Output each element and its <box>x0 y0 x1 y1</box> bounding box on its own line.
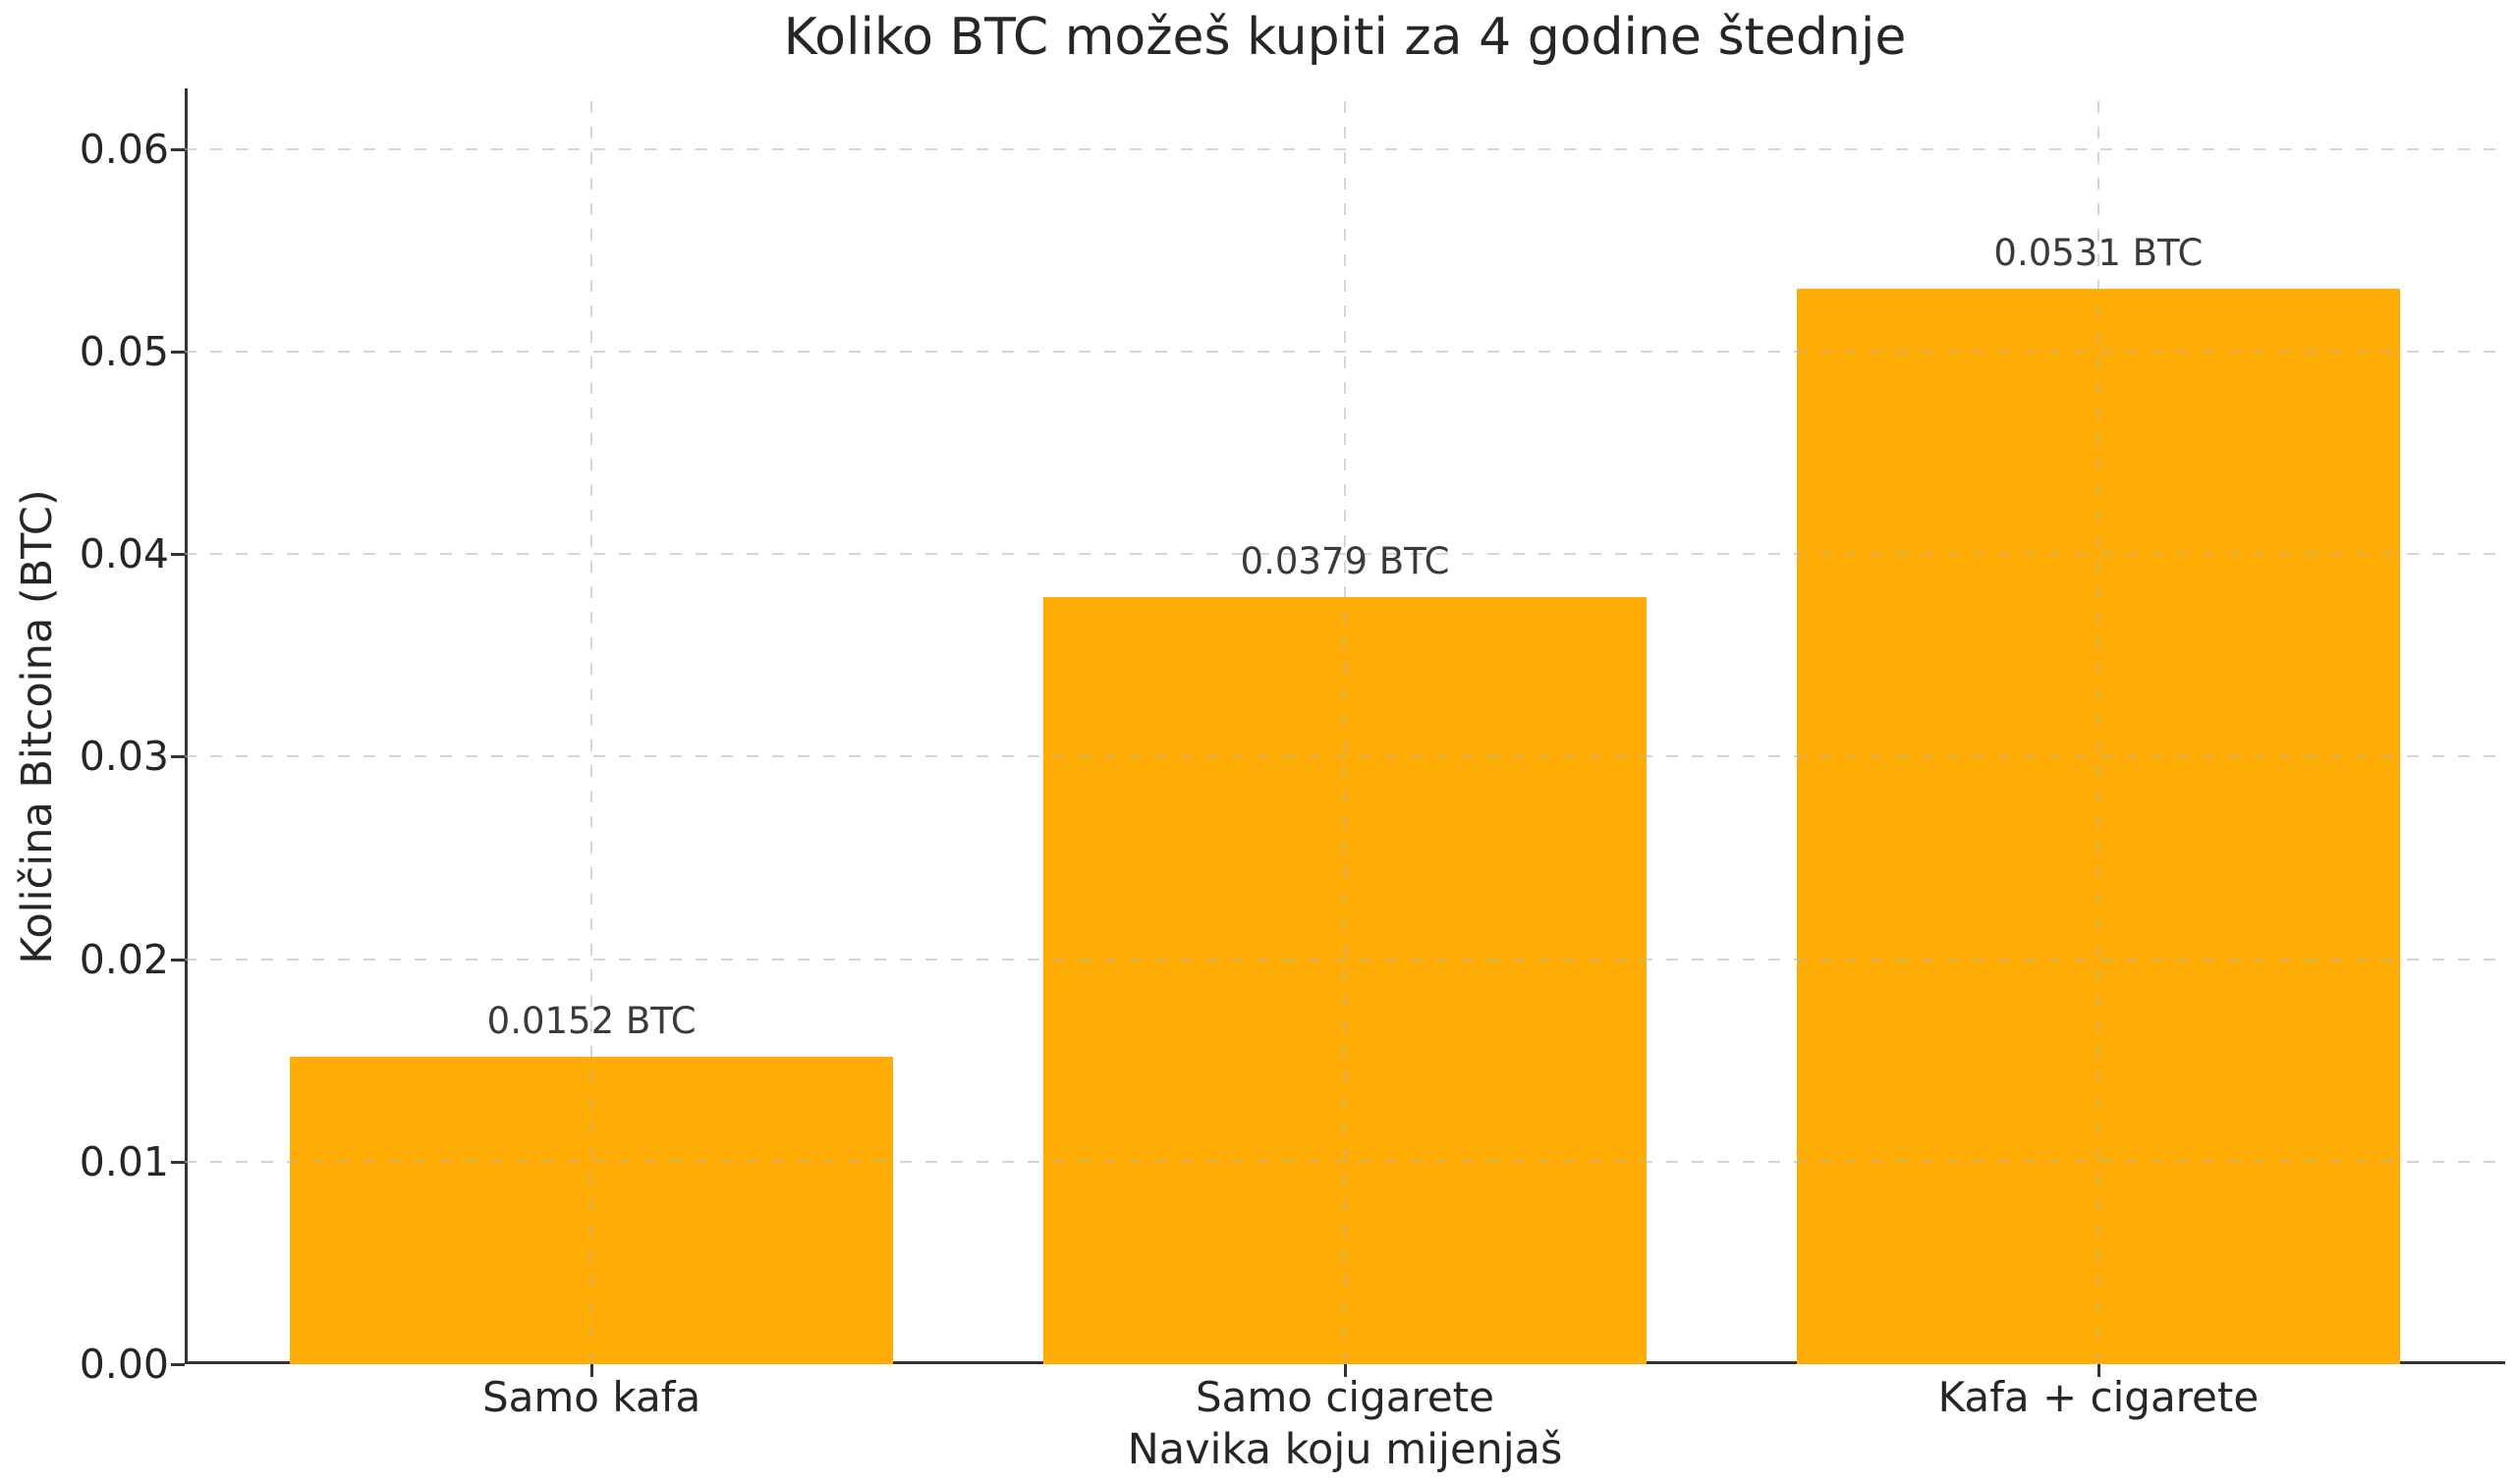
bar-value-label: 0.0379 BTC <box>1240 539 1450 582</box>
x-tick-label: Samo kafa <box>482 1373 701 1421</box>
x-tick-mark <box>590 1364 594 1377</box>
bar-value-label: 0.0531 BTC <box>1993 232 2204 275</box>
y-tick-label: 0.02 <box>79 935 169 983</box>
x-tick-label: Samo cigarete <box>1195 1373 1494 1421</box>
y-tick-label: 0.05 <box>79 328 169 376</box>
y-tick-label: 0.03 <box>79 733 169 781</box>
x-axis-label: Navika koju mijenjaš <box>1127 1425 1563 1474</box>
y-tick-label: 0.06 <box>79 125 169 173</box>
x-tick-label: Kafa + cigarete <box>1937 1373 2260 1421</box>
v-gridline <box>590 88 593 1364</box>
y-tick-mark <box>171 147 185 151</box>
y-tick-mark <box>171 1363 185 1366</box>
y-tick-mark <box>171 1160 185 1164</box>
y-tick-label: 0.00 <box>79 1341 169 1388</box>
x-tick-mark <box>1344 1364 1347 1377</box>
x-tick-mark <box>2096 1364 2100 1377</box>
y-tick-mark <box>171 958 185 962</box>
bar-value-label: 0.0152 BTC <box>486 999 697 1042</box>
y-tick-label: 0.04 <box>79 530 169 578</box>
y-tick-mark <box>171 351 185 355</box>
y-tick-mark <box>171 553 185 557</box>
y-tick-label: 0.01 <box>79 1137 169 1185</box>
v-gridline <box>1344 88 1346 1364</box>
chart-title: Koliko BTC možeš kupiti za 4 godine šted… <box>783 8 1907 67</box>
y-tick-mark <box>171 755 185 759</box>
v-gridline <box>2096 88 2099 1364</box>
